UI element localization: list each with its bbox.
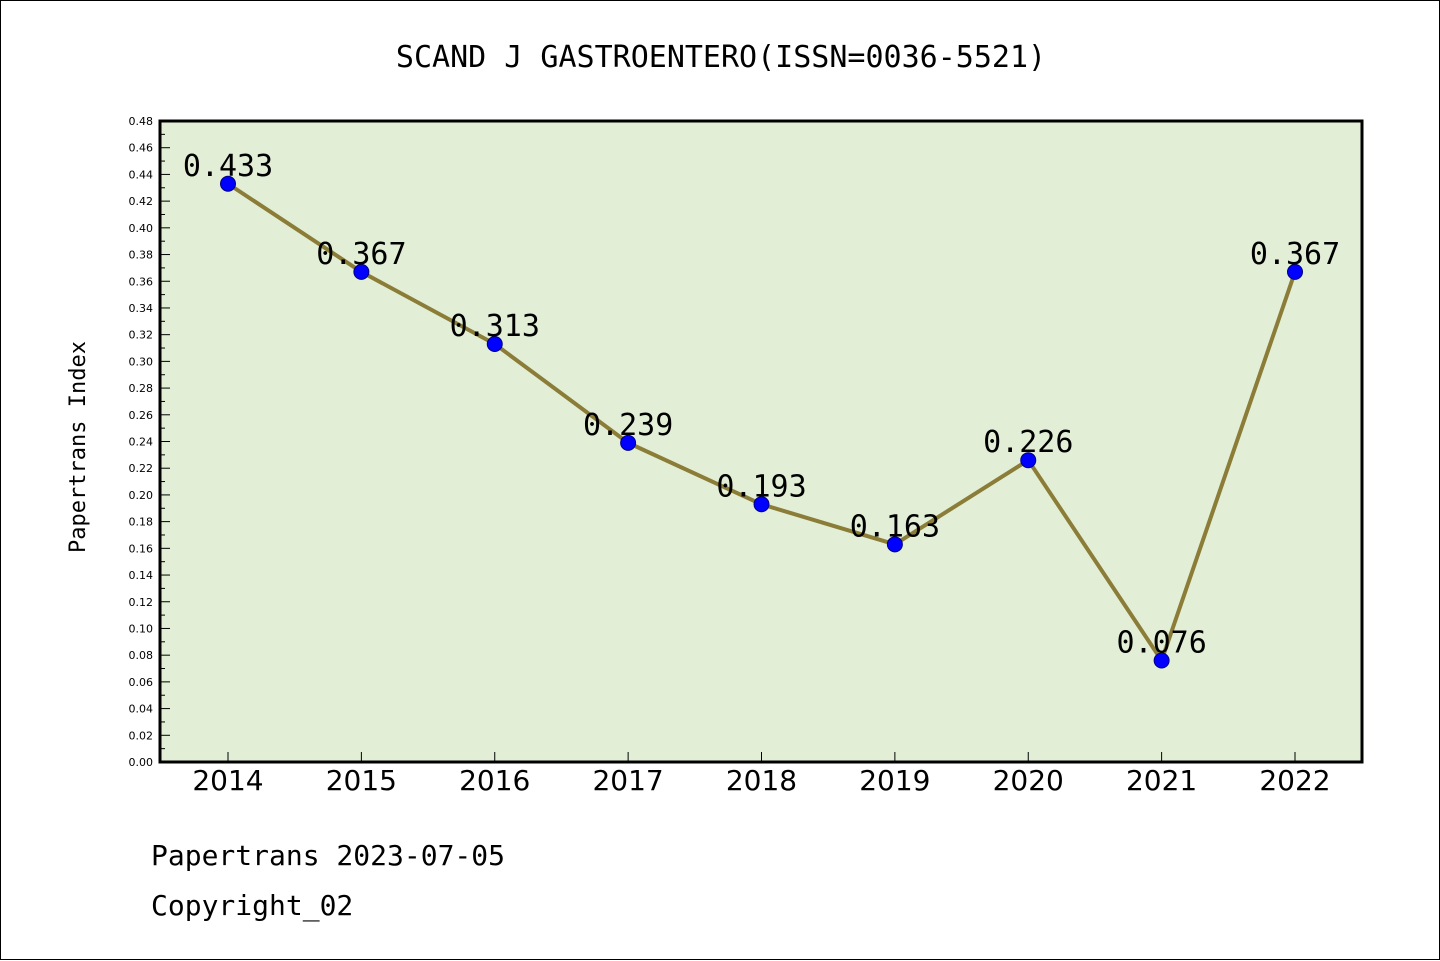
- data-point-marker: [886, 536, 903, 553]
- plot-area: [158, 119, 1364, 764]
- series-layer: [220, 175, 1303, 669]
- y-tick-label: 0.34: [129, 302, 154, 315]
- y-tick-label: 0.48: [129, 115, 154, 128]
- data-label: 0.367: [316, 237, 406, 272]
- y-tick-label: 0.04: [129, 703, 154, 716]
- y-tick-label: 0.12: [129, 596, 154, 609]
- y-axis-label: Papertrans Index: [66, 341, 91, 553]
- y-tick-label: 0.24: [129, 436, 154, 449]
- y-tick-label: 0.08: [129, 649, 154, 662]
- y-tick-label: 0.44: [129, 168, 154, 181]
- data-label: 0.193: [716, 469, 806, 504]
- y-tick-label: 0.26: [129, 409, 154, 422]
- y-tick-label: 0.10: [129, 622, 154, 635]
- y-tick-label: 0.40: [129, 222, 154, 235]
- y-tick-label: 0.32: [129, 329, 154, 342]
- data-point-marker: [620, 434, 637, 451]
- x-tick-label: 2018: [726, 764, 797, 797]
- x-tick-label: 2022: [1259, 764, 1330, 797]
- y-tick-label: 0.18: [129, 516, 154, 529]
- chart-title: SCAND J GASTROENTERO(ISSN=0036-5521): [396, 40, 1046, 75]
- data-point-marker: [353, 263, 370, 280]
- x-tick-label: 2021: [1126, 764, 1197, 797]
- footer-date: Papertrans 2023-07-05: [151, 839, 505, 872]
- data-label: 0.163: [850, 509, 940, 544]
- data-labels: 0.433 0.367 0.313 0.239 0.193 0.163 0.226 0.076…: [183, 149, 1340, 661]
- axis-ticks: 0.00 0.02 0.04 0.06 0.08 0.10 0.12 0.14 0.16 0.18…: [129, 115, 1331, 797]
- x-tick-label: 2019: [859, 764, 930, 797]
- y-tick-label: 0.36: [129, 275, 154, 288]
- x-tick-label: 2020: [993, 764, 1064, 797]
- data-point-marker: [1153, 652, 1170, 669]
- y-tick-label: 0.22: [129, 462, 154, 475]
- x-tick-label: 2017: [592, 764, 663, 797]
- y-tick-label: 0.20: [129, 489, 154, 502]
- y-tick-label: 0.00: [129, 756, 154, 769]
- data-label: 0.239: [583, 408, 673, 443]
- y-tick-label: 0.06: [129, 676, 154, 689]
- x-tick-label: 2015: [326, 764, 397, 797]
- x-tick-label: 2014: [192, 764, 263, 797]
- y-tick-label: 0.28: [129, 382, 154, 395]
- data-label: 0.313: [450, 309, 540, 344]
- data-point-marker: [220, 175, 236, 192]
- y-tick-label: 0.38: [129, 249, 154, 262]
- y-tick-label: 0.30: [129, 355, 154, 368]
- y-tick-label: 0.16: [129, 542, 154, 555]
- data-label: 0.226: [983, 425, 1073, 460]
- y-tick-label: 0.02: [129, 729, 154, 742]
- y-tick-label: 0.42: [129, 195, 154, 208]
- x-tick-label: 2016: [459, 764, 530, 797]
- data-label: 0.076: [1116, 626, 1206, 661]
- y-tick-label: 0.14: [129, 569, 154, 582]
- data-label: 0.433: [183, 149, 273, 184]
- data-point-marker: [1287, 263, 1303, 280]
- data-point-marker: [753, 496, 770, 513]
- data-point-marker: [1020, 452, 1037, 469]
- data-point-marker: [486, 336, 503, 353]
- y-tick-label: 0.46: [129, 142, 154, 155]
- footer-copyright: Copyright_02: [151, 889, 353, 923]
- data-label: 0.367: [1250, 237, 1340, 272]
